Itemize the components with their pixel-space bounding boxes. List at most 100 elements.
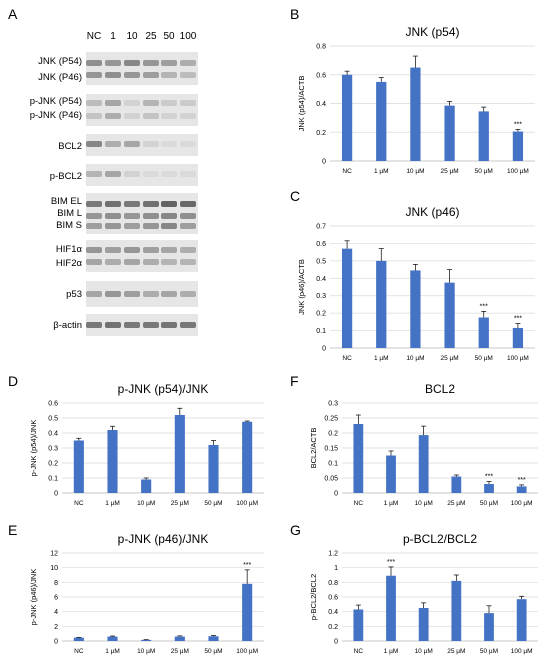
bar [341,74,353,161]
blot-band [124,247,140,253]
blot-band [86,171,102,177]
blot-band [105,322,121,328]
bar [341,248,353,348]
blot-strip [86,52,198,85]
y-tick-label: 0.5 [48,416,58,423]
y-tick-label: 0.15 [324,446,338,453]
bar [376,260,387,348]
bar [353,609,364,641]
y-tick-label: 0.6 [316,72,326,79]
significance-marker: *** [485,474,493,481]
y-tick-label: 0.1 [316,328,326,335]
blot-band [161,100,177,106]
significance-marker: *** [243,562,251,569]
bar [376,81,387,161]
x-tick-label: NC [354,500,364,507]
panel-letter-f: F [290,373,299,389]
blot-row-label: JNK (P54) [38,56,82,67]
y-tick-label: 0.2 [328,624,338,631]
blot-band [180,259,196,265]
bar [208,636,219,641]
blot-strip [86,240,198,272]
blot-band [143,322,159,328]
y-tick-label: 0.1 [48,476,58,483]
x-tick-label: 50 µM [204,500,222,507]
blot-band [143,100,159,106]
y-axis-label: p-JNK (p46)/JNK [29,569,38,626]
blot-band [143,201,159,207]
chart-bcl2: BCL2 0 0.05 0.1 0.15 0.2 0.25 0.3 BCL2/ACTB NC 1 µ… [309,383,538,507]
y-tick-label: 0.05 [324,476,338,483]
blot-band [161,291,177,297]
lane-label: NC [87,31,101,42]
bar [141,479,152,493]
blot-band [124,213,140,219]
panel-letter-c: C [290,188,301,204]
x-tick-label: 100 µM [511,648,533,655]
x-tick-label: 1 µM [105,648,120,655]
blot-band [143,259,159,265]
blot-band [161,113,177,119]
lane-label: 25 [145,31,157,42]
bar [451,580,462,641]
bar [73,440,84,493]
blot-band [124,291,140,297]
x-tick-label: 1 µM [384,500,399,507]
y-tick-label: 0.3 [328,401,338,408]
blot-band [86,259,102,265]
blot-band [124,72,140,78]
x-tick-label: NC [74,648,84,655]
bar [478,111,489,161]
x-tick-label: 1 µM [374,355,389,362]
blot-band [180,291,196,297]
chart-title: p-BCL2/BCL2 [403,533,477,546]
lane-label: 50 [163,31,175,42]
x-tick-label: 25 µM [440,355,458,362]
bar [484,484,494,493]
bar [208,445,219,493]
significance-marker: *** [514,316,522,323]
blot-band [86,141,102,147]
y-axis-label: JNK (p54)/ACTB [297,76,306,132]
blot-band [180,201,196,207]
y-tick-label: 0 [322,159,326,166]
panel-letter-b: B [290,6,300,22]
blot-band [161,141,177,147]
blot-band [105,201,121,207]
y-tick-label: 0.4 [316,276,326,283]
y-tick-label: 0.25 [324,416,338,423]
western-blot-panel: NC 1 10 25 50 100 JNK (P54) JNK (P46) p-JNK (P54… [30,31,198,336]
significance-marker: *** [518,477,526,484]
blot-band [124,322,140,328]
x-tick-label: NC [74,500,84,507]
blot-band [161,259,177,265]
bar [451,476,462,493]
blot-band [161,213,177,219]
y-axis-label: BCL2/ACTB [309,428,318,469]
x-tick-label: NC [342,355,352,362]
blot-row-label: BIM EL [51,196,82,207]
bar [174,415,185,493]
blot-band [143,60,159,66]
blot-band [86,100,102,106]
bar [107,636,118,641]
blot-band [180,60,196,66]
y-tick-label: 0.4 [316,101,326,108]
bar [418,608,429,641]
blot-band [180,171,196,177]
lane-label: 100 [180,31,197,42]
chart-pbcl2-ratio: p-BCL2/BCL2 0 0.2 0.4 0.6 0.8 1 1.2 p-BCL2/BCL2 N… [309,533,538,655]
blot-band [180,322,196,328]
bar [107,430,118,493]
x-tick-label: 100 µM [236,500,258,507]
blot-row-label: BIM S [56,220,82,231]
bar [386,455,396,493]
blot-band [105,247,121,253]
x-tick-label: 50 µM [475,355,493,362]
y-tick-label: 0 [54,491,58,498]
blot-band [105,171,121,177]
blot-row-label: BCL2 [58,141,82,152]
y-tick-label: 0.1 [328,461,338,468]
bar [512,327,524,348]
blot-band [180,213,196,219]
